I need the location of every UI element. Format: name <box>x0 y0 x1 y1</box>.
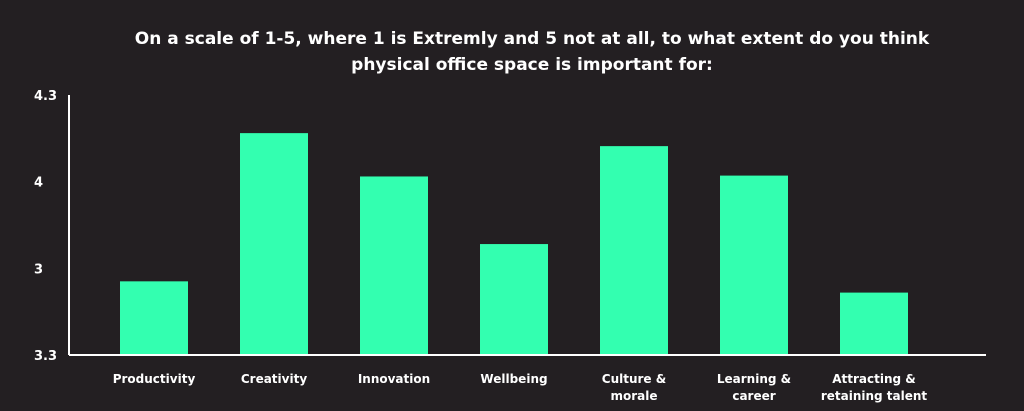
chart-title-line-2: physical office space is important for: <box>351 55 713 75</box>
y-tick-label-0: 3.3 <box>34 349 57 364</box>
x-category-label-line: Productivity <box>113 372 196 386</box>
x-category-label-line: Attracting & <box>832 372 916 386</box>
x-category-label-1: Creativity <box>241 372 307 386</box>
x-category-label-5: Learning & career <box>717 372 791 403</box>
y-tick-label-2: 4 <box>34 176 43 191</box>
chart-title: On a scale of 1-5, where 1 is Extremly a… <box>0 26 1024 78</box>
x-category-label-line: Creativity <box>241 372 307 386</box>
x-category-label-3: Wellbeing <box>480 372 547 386</box>
x-category-label-2: Innovation <box>358 372 430 386</box>
bar-4 <box>600 146 668 355</box>
x-category-label-line: Wellbeing <box>480 372 547 386</box>
chart-title-line-1: On a scale of 1-5, where 1 is Extremly a… <box>134 29 930 49</box>
bar-2 <box>360 176 428 355</box>
bar-1 <box>240 133 308 355</box>
bar-0 <box>120 281 188 355</box>
x-category-label-4: Culture & morale <box>602 372 666 403</box>
x-category-label-line: career <box>732 389 775 403</box>
x-category-label-line: retaining talent <box>821 389 928 403</box>
x-category-label-0: Productivity <box>113 372 196 386</box>
x-category-label-line: Culture & <box>602 372 666 386</box>
y-tick-label-3: 4.3 <box>34 89 57 104</box>
x-category-label-line: Learning & <box>717 372 791 386</box>
x-category-label-line: Innovation <box>358 372 430 386</box>
bar-3 <box>480 244 548 355</box>
bar-6 <box>840 292 908 355</box>
x-category-label-line: morale <box>610 389 657 403</box>
bar-5 <box>720 175 788 355</box>
x-category-label-6: Attracting & retaining talent <box>821 372 928 403</box>
y-tick-label-1: 3 <box>34 262 43 277</box>
